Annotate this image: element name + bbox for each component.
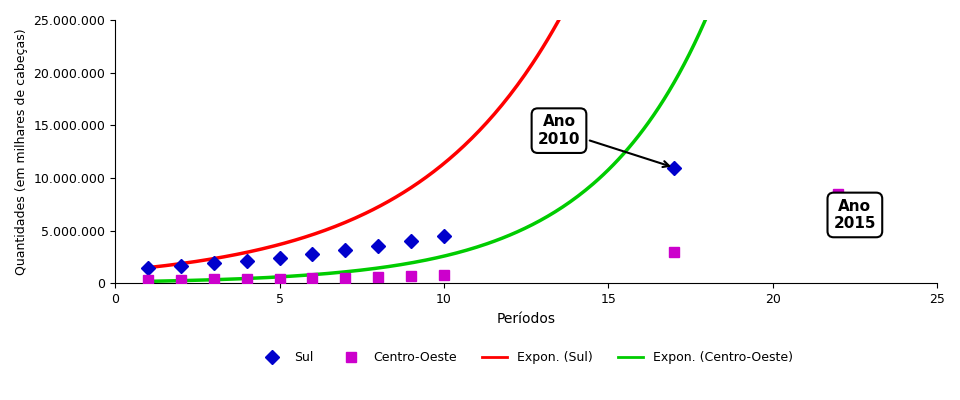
Text: Ano
2015: Ano 2015 [833,198,876,231]
X-axis label: Períodos: Períodos [496,312,556,326]
Text: Ano
2010: Ano 2010 [538,114,669,167]
Legend: Sul, Centro-Oeste, Expon. (Sul), Expon. (Centro-Oeste): Sul, Centro-Oeste, Expon. (Sul), Expon. … [254,346,798,370]
Y-axis label: Quantidades (em milhares de cabeças): Quantidades (em milhares de cabeças) [15,28,28,275]
